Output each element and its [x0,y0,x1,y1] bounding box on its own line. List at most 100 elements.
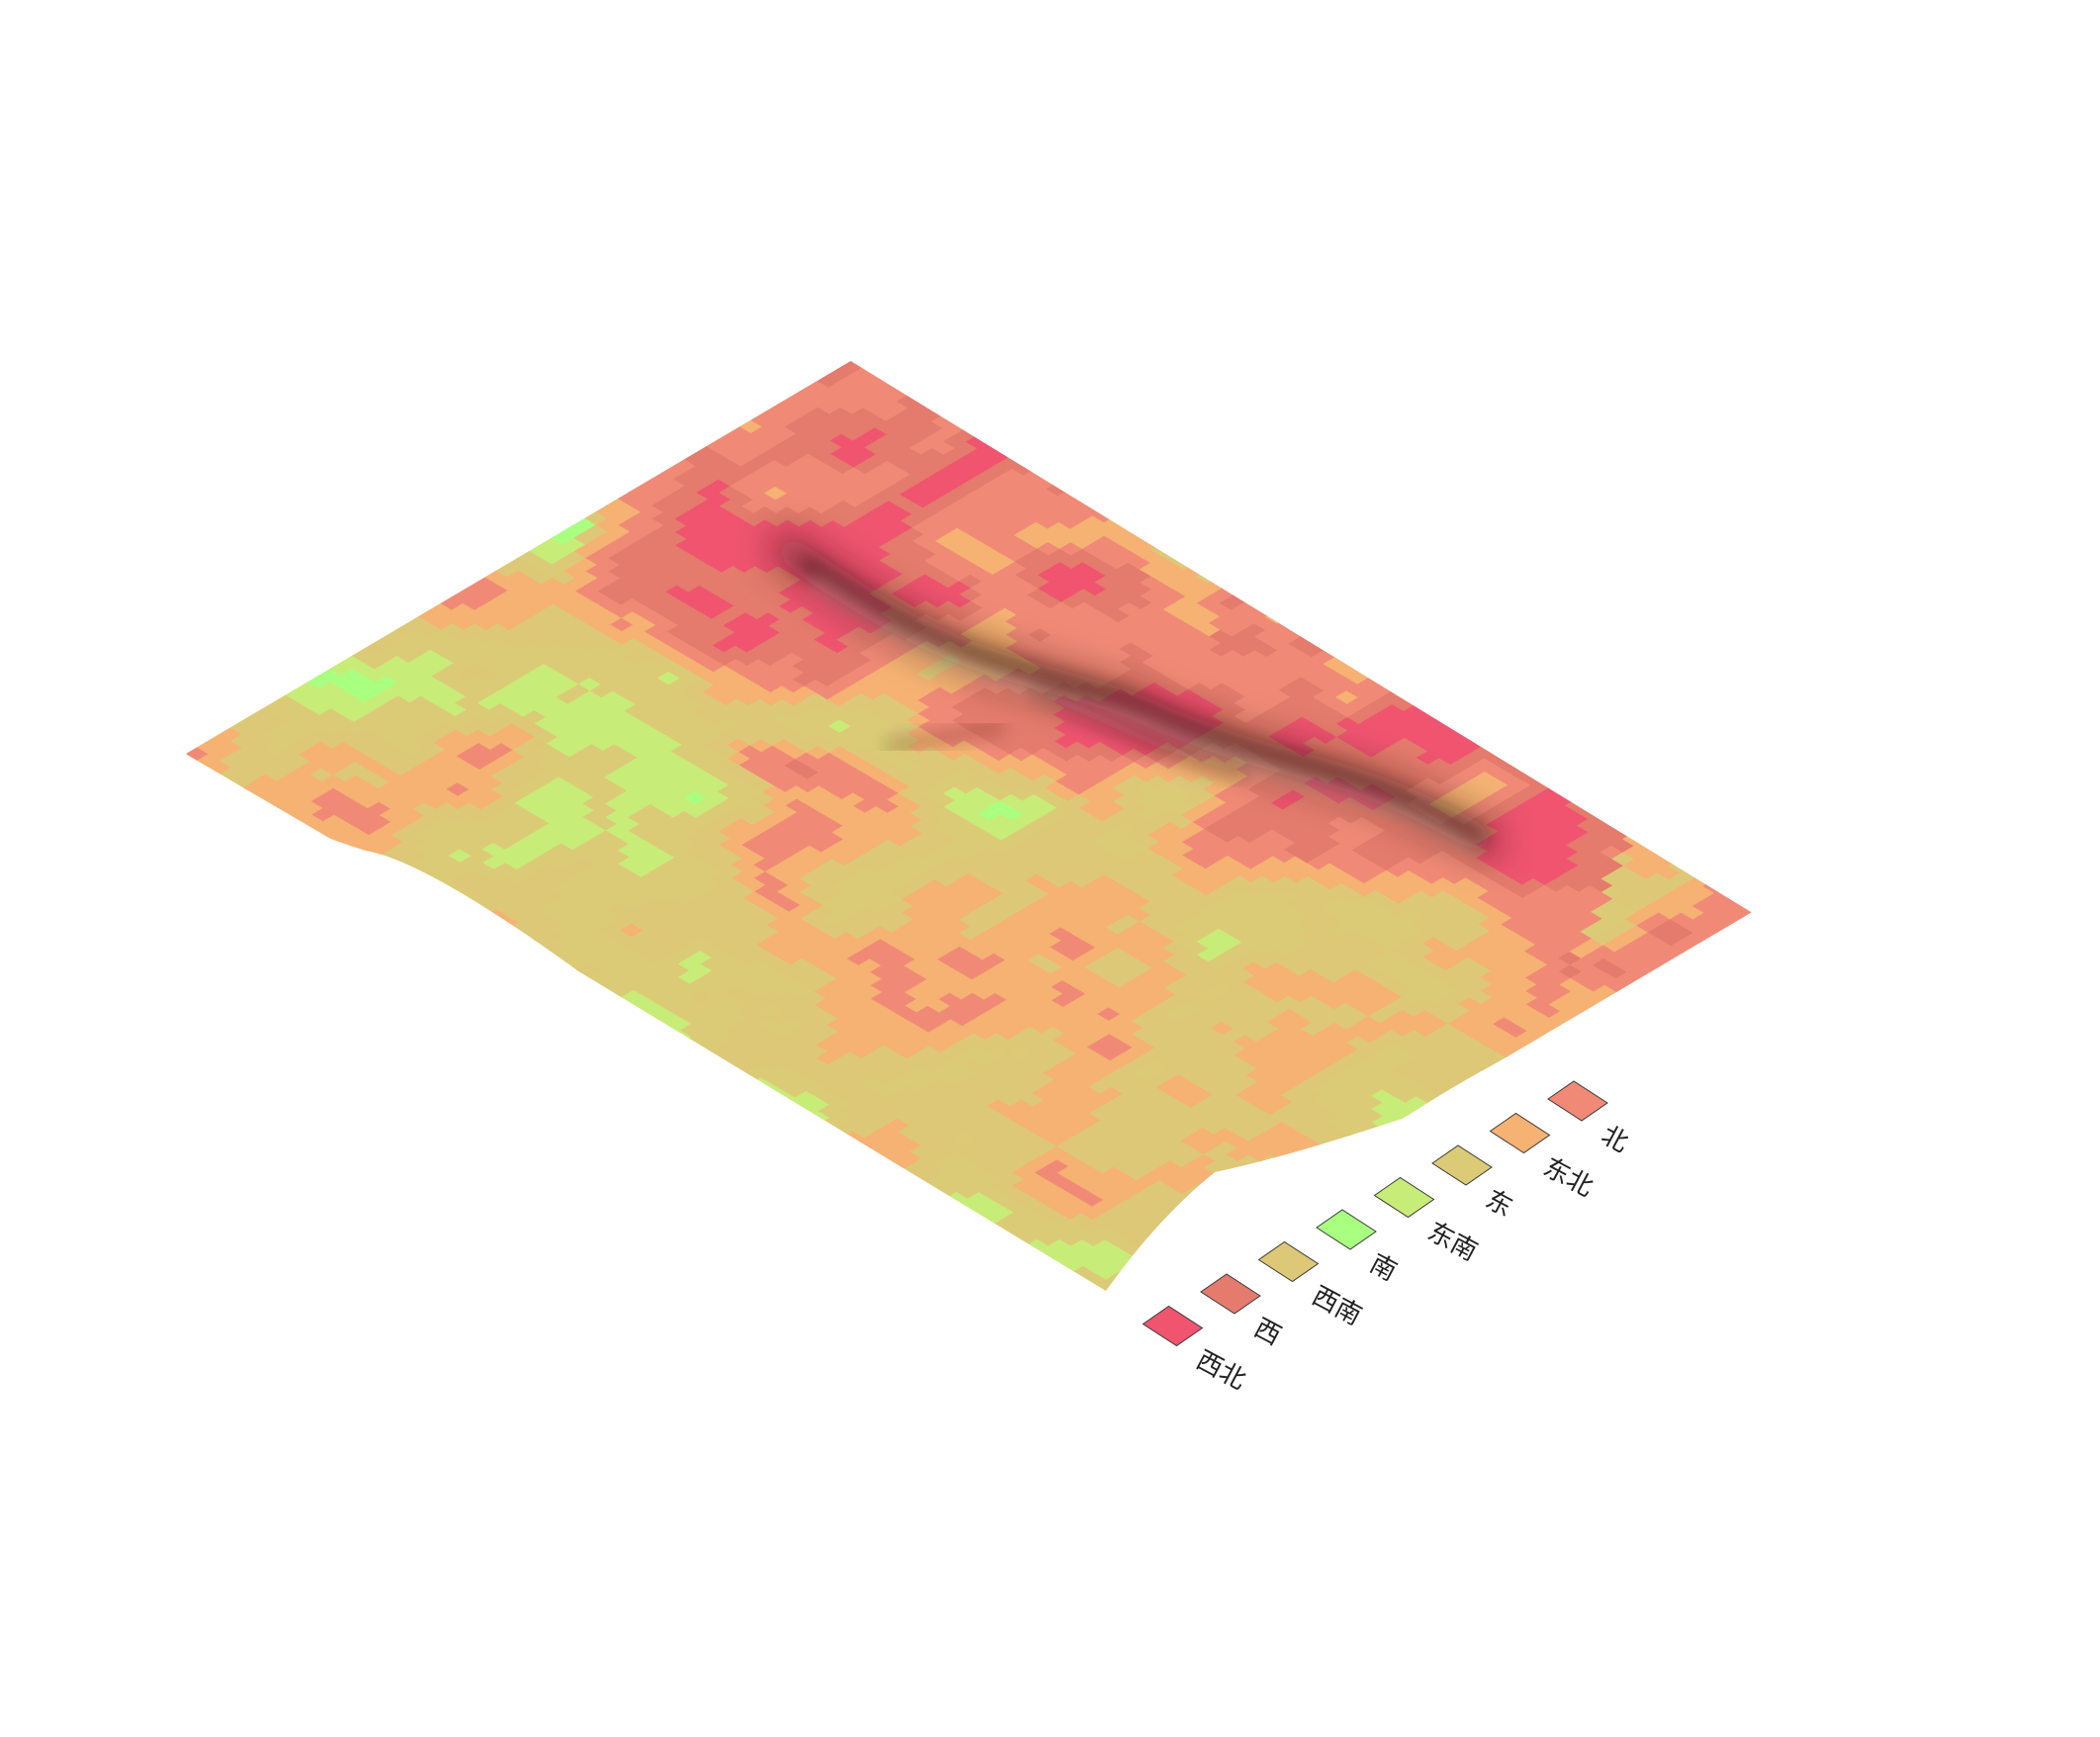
aspect-cell [1227,1187,1251,1202]
legend-item: 西南 [1257,1240,1366,1331]
aspect-cell [1633,825,1658,840]
aspect-cell [1128,1259,1152,1274]
legend-item: 东北 [1489,1112,1598,1203]
aspect-cell [1564,784,1589,799]
legend-swatch [1257,1240,1320,1283]
aspect-cell [1483,738,1507,753]
legend-item: 西 [1200,1273,1286,1352]
aspect-cell [1472,731,1497,746]
legend-item: 西北 [1141,1305,1250,1396]
aspect-cell [1194,1207,1219,1222]
aspect-cell [1449,717,1473,732]
aspect-cell [1249,1174,1274,1189]
legend-swatch [1489,1112,1551,1154]
aspect-cell [1260,1167,1285,1182]
aspect-cell [1193,1193,1218,1208]
aspect-cell [1183,1227,1208,1241]
aspect-cell [1552,778,1577,793]
aspect-cell [1609,812,1634,827]
aspect-cell [1139,1252,1163,1267]
aspect-cell [1668,846,1692,861]
aspect-cell [530,949,555,963]
aspect-cell [1644,832,1669,847]
aspect-cell [1529,765,1554,779]
aspect-cell [1216,1194,1240,1209]
aspect-cell [1541,772,1566,786]
aspect-cell [1149,1233,1174,1247]
aspect-cell [518,942,543,957]
aspect-cell [1460,724,1485,739]
aspect-cell [1679,852,1703,868]
aspect-cell [1216,1180,1240,1195]
aspect-cell [1702,866,1726,880]
aspect-cell [1205,1214,1230,1229]
legend-label: 西南 [1307,1281,1366,1331]
aspect-cell [1228,1200,1252,1215]
aspect-cell [1598,805,1623,820]
aspect-cell [1690,859,1715,873]
aspect-cell [1587,798,1611,813]
legend-swatch [1141,1305,1204,1347]
aspect-cell [1736,886,1756,901]
aspect-cell [426,888,451,903]
aspect-cell [507,935,532,950]
aspect-cell [1171,1220,1196,1234]
aspect-cell [1172,1233,1197,1248]
aspect-cell [450,901,475,916]
aspect-cell [1272,1174,1296,1189]
aspect-cell [1713,872,1738,887]
aspect-cell [1171,1207,1196,1222]
aspect-cell [496,928,520,944]
legend-item: 南 [1316,1209,1402,1288]
aspect-cell [1507,751,1531,766]
legend-swatch [1547,1080,1608,1122]
legend-label: 北 [1597,1121,1633,1159]
aspect-cell [1621,818,1646,834]
legend-label: 东北 [1538,1152,1598,1203]
aspect-cell [1149,1246,1174,1261]
legend-label: 西北 [1191,1345,1250,1396]
aspect-cell [438,894,463,910]
aspect-cell [1160,1227,1185,1241]
aspect-cell [415,881,440,896]
aspect-cell [1294,1161,1319,1176]
aspect-cell [404,874,428,889]
legend-label: 东 [1481,1185,1517,1224]
aspect-cell [1248,1160,1273,1175]
aspect-cell [1576,791,1599,806]
aspect-cell [1656,839,1681,854]
legend-label: 南 [1365,1249,1402,1288]
aspect-cell [1217,1207,1240,1222]
aspect-cell [1271,1160,1296,1176]
aspect-cell [1182,1213,1207,1228]
aspect-cell [1316,1147,1340,1163]
aspect-cell [1205,1200,1230,1215]
legend-swatch [1316,1209,1377,1250]
aspect-cell [1194,1220,1219,1234]
aspect-raster [186,361,1756,1291]
aspect-cell [1161,1239,1185,1254]
legend-label: 西 [1249,1314,1286,1352]
legend-label: 东南 [1422,1217,1482,1267]
legend-swatch [1431,1144,1493,1186]
aspect-cell [1283,1167,1308,1182]
aspect-cell [1305,1154,1329,1169]
aspect-cell [1725,879,1750,894]
aspect-cell [1495,744,1519,760]
aspect-cell [1748,892,1756,907]
legend-item: 东南 [1373,1176,1482,1267]
terrain-sheet [186,361,1756,1291]
aspect-cell [1517,758,1542,773]
aspect-cell [1260,1180,1285,1196]
aspect-cell [1182,1200,1207,1215]
aspect-cell [485,922,508,937]
aspect-cell [1227,1173,1251,1189]
aspect-cell [1237,1180,1262,1195]
aspect-cell [392,868,416,882]
aspect-cell [461,908,486,923]
legend-item: 北 [1547,1080,1633,1159]
aspect-cell [1327,1142,1351,1156]
legend-swatch [1200,1273,1261,1315]
aspect-cell [1282,1154,1307,1169]
